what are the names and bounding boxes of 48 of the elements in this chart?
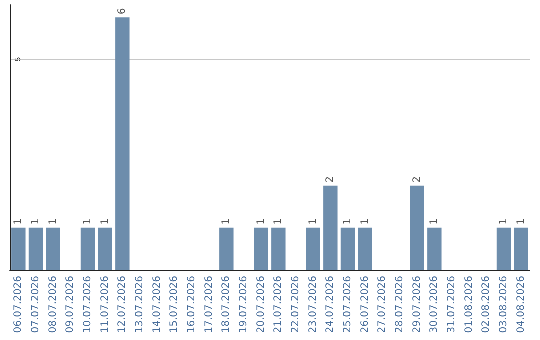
y-tick-label: 5 — [14, 56, 22, 62]
x-tick-label: 13.07.2026 — [134, 276, 146, 334]
x-tick-label: 30.07.2026 — [429, 276, 440, 334]
data-label: 1 — [256, 218, 267, 225]
x-tick-label: 11.07.2026 — [100, 276, 111, 334]
data-label: 6 — [117, 8, 128, 15]
x-tick-label: 07.07.2026 — [30, 276, 42, 334]
x-tick-label: 16.07.2026 — [186, 276, 198, 334]
x-tick-label: 24.07.2026 — [325, 276, 336, 334]
x-tick-label: 26.07.2026 — [360, 276, 371, 334]
data-label: 1 — [342, 218, 354, 225]
data-label: 1 — [308, 218, 319, 225]
data-label: 1 — [82, 218, 94, 225]
x-tick-label: 27.07.2026 — [377, 276, 388, 334]
x-tick-label: 14.07.2026 — [152, 276, 163, 334]
x-tick-label: 06.07.2026 — [13, 276, 24, 334]
data-label: 2 — [412, 176, 423, 183]
data-label: 1 — [48, 218, 59, 225]
x-tick-label: 04.08.2026 — [516, 276, 527, 334]
data-label: 1 — [273, 218, 284, 225]
x-tick-label: 08.07.2026 — [48, 276, 59, 334]
x-tick-label: 15.07.2026 — [169, 276, 180, 334]
data-label: 2 — [325, 176, 336, 183]
data-label: 1 — [360, 218, 371, 225]
data-label: 1 — [221, 218, 232, 225]
x-tick-label: 19.07.2026 — [238, 276, 250, 334]
x-tick-label: 18.07.2026 — [221, 276, 232, 334]
x-tick-label: 25.07.2026 — [342, 276, 354, 334]
x-tick-label: 28.07.2026 — [394, 276, 406, 334]
data-label: 1 — [429, 218, 440, 225]
data-label: 1 — [498, 218, 510, 225]
x-tick-label: 20.07.2026 — [256, 276, 267, 334]
data-label: 1 — [30, 218, 42, 225]
x-tick-label: 29.07.2026 — [412, 276, 423, 334]
data-label: 1 — [516, 218, 527, 225]
x-tick-label: 02.08.2026 — [481, 276, 492, 334]
x-tick-label: 03.08.2026 — [498, 276, 510, 334]
x-tick-label: 01.08.2026 — [464, 276, 475, 334]
x-tick-label: 23.07.2026 — [308, 276, 319, 334]
data-label: 1 — [13, 218, 24, 225]
x-tick-label: 31.07.2026 — [446, 276, 458, 334]
x-tick-label: 09.07.2026 — [65, 276, 76, 334]
x-tick-label: 10.07.2026 — [82, 276, 94, 334]
x-tick-label: 12.07.2026 — [117, 276, 128, 334]
x-tick-label: 17.07.2026 — [204, 276, 215, 334]
x-tick-label: 21.07.2026 — [273, 276, 284, 334]
x-tick-label: 22.07.2026 — [290, 276, 302, 334]
data-label: 1 — [100, 218, 111, 225]
